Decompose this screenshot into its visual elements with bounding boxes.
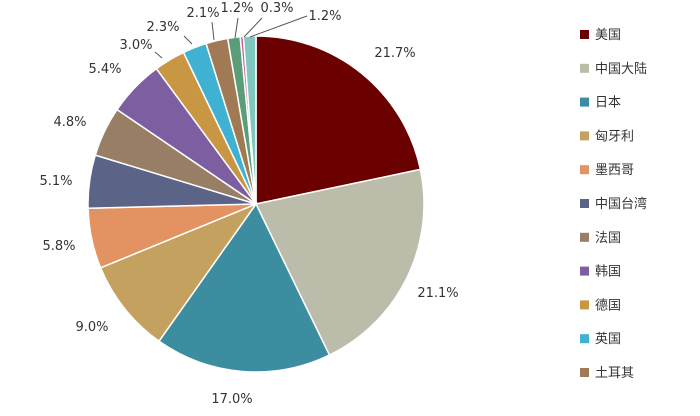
slice-label-9: 3.0%: [119, 38, 152, 53]
legend-label-8: 韩国: [595, 265, 621, 280]
pie-slice-3: [157, 202, 331, 373]
leader-line-11: [211, 21, 215, 41]
legend-label-4: 匈牙利: [595, 129, 634, 144]
slice-label-7: 4.8%: [53, 115, 86, 130]
legend-label-3: 日本: [595, 96, 621, 111]
legend-swatch-5: [580, 165, 589, 175]
slice-label-6: 5.1%: [39, 174, 72, 189]
legend-swatch-4: [580, 131, 589, 141]
slice-label-12: 1.2%: [220, 1, 253, 16]
legend-swatch-11: [580, 368, 589, 377]
legend-swatch-3: [580, 97, 589, 107]
slice-label-5: 5.8%: [42, 239, 75, 254]
legend-swatch-9: [580, 300, 589, 310]
slice-label-3: 17.0%: [211, 392, 252, 407]
leader-line-9: [154, 51, 163, 59]
legend-label-7: 法国: [595, 231, 621, 246]
legend-label-1: 美国: [595, 28, 621, 43]
slice-label-13: 0.3%: [260, 1, 293, 16]
legend-label-2: 中国大陆: [595, 61, 647, 77]
legend-label-6: 中国台湾: [595, 196, 647, 212]
legend-label-10: 英国: [595, 332, 621, 347]
legend-label-11: 土耳其: [595, 366, 634, 381]
slice-label-14: 1.2%: [308, 9, 341, 24]
slice-labels: 21.7% 21.1% 17.0% 9.0% 5.8% 5.1% 4.8% 5.4% 3.0% 2…: [39, 1, 458, 407]
legend-label-5: 墨西哥: [595, 163, 634, 178]
slice-label-10: 2.3%: [146, 20, 179, 35]
slice-label-8: 5.4%: [88, 62, 121, 77]
legend-label-9: 德国: [595, 298, 621, 313]
pie-slice-2: [254, 168, 425, 357]
legend-swatch-1: [580, 30, 589, 39]
leader-line-12: [234, 17, 239, 39]
pie-slice-4: [99, 202, 259, 343]
leader-line-13: [243, 17, 263, 38]
pie-slice-1: [255, 35, 422, 205]
legend-swatch-10: [580, 334, 589, 344]
legend-swatch-2: [580, 63, 589, 73]
slice-label-1: 21.7%: [374, 46, 415, 61]
legend-swatch-8: [580, 266, 589, 276]
slice-label-11: 2.1%: [186, 6, 219, 21]
slice-label-2: 21.1%: [417, 286, 458, 301]
pie-slice-14: [242, 35, 257, 205]
legend-swatch-6: [580, 199, 589, 208]
pie-slices: [87, 35, 425, 373]
leader-line-10: [183, 35, 193, 45]
label-leader-lines: [154, 15, 308, 59]
legend-swatch-7: [580, 232, 589, 242]
slice-label-4: 9.0%: [75, 320, 108, 335]
leader-line-14: [249, 15, 308, 38]
